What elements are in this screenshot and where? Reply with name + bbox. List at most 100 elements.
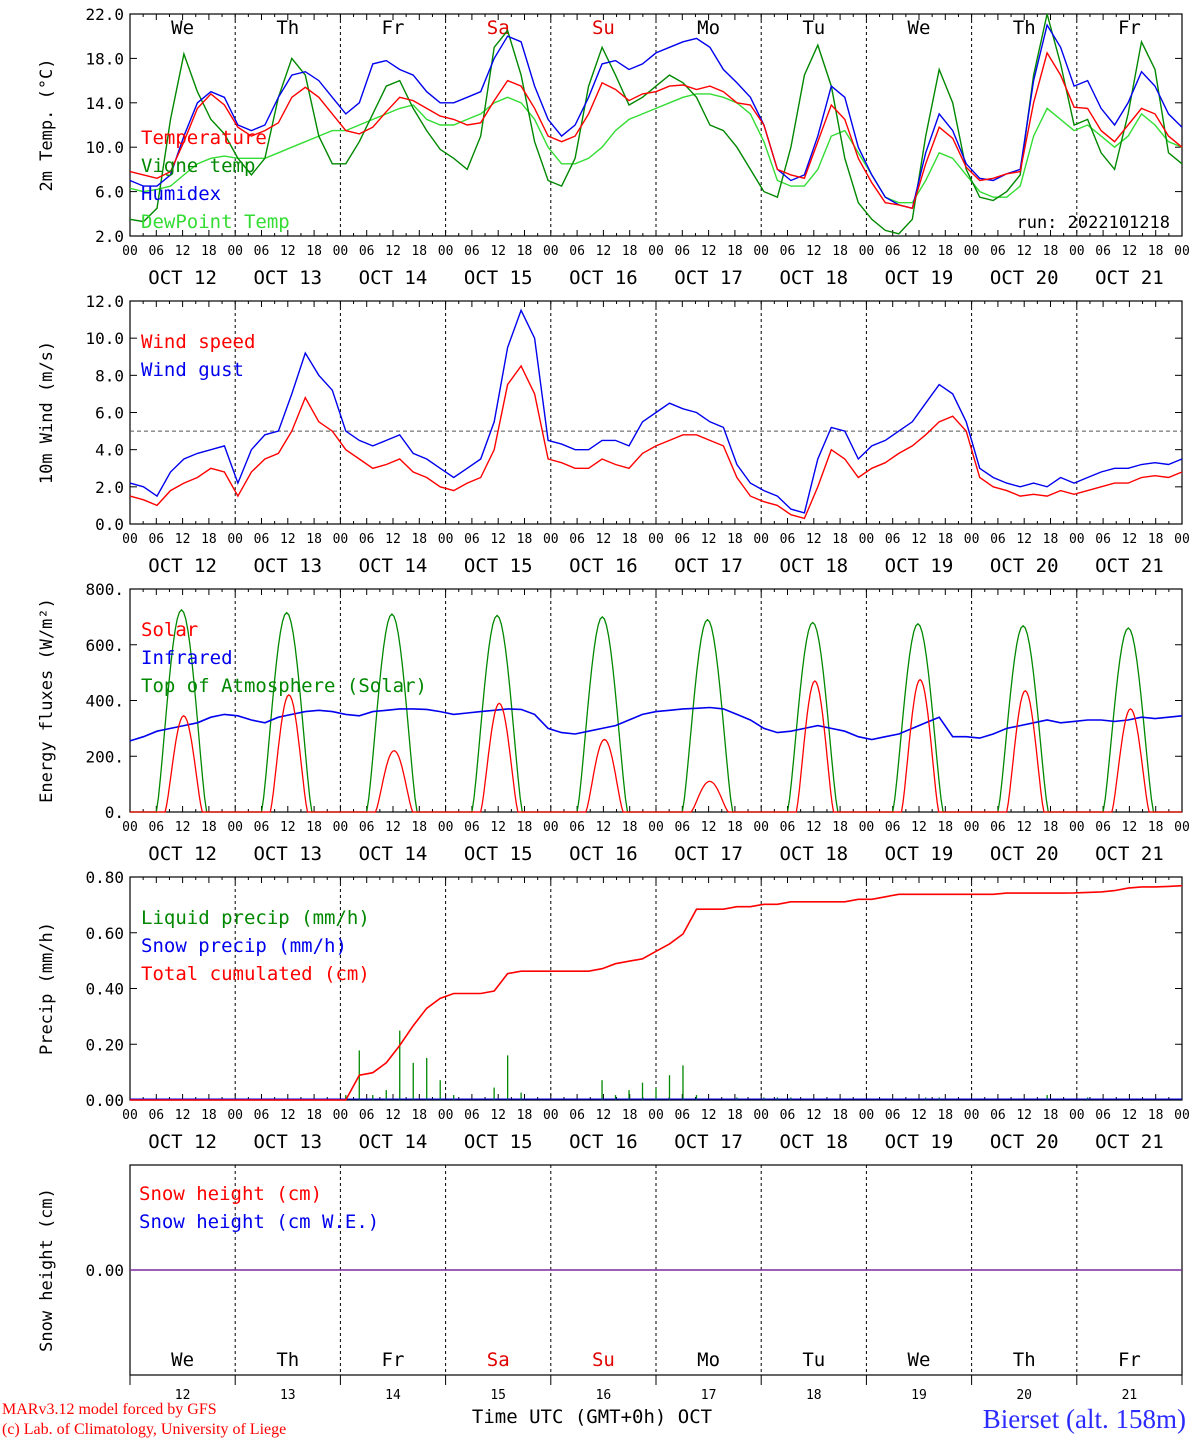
day-number: 17: [701, 1388, 717, 1403]
hour-label: 12: [701, 244, 717, 259]
date-label: OCT 12: [148, 843, 217, 865]
hour-label: 18: [727, 244, 743, 259]
hour-label: 00: [438, 244, 454, 259]
date-label: OCT 21: [1095, 843, 1164, 865]
hour-label: 00: [543, 532, 559, 547]
hour-label: 12: [490, 532, 506, 547]
date-label: OCT 14: [359, 267, 428, 289]
y-tick-label: 0.0: [95, 515, 124, 534]
hour-label: 00: [227, 820, 243, 835]
y-tick-label: 0.00: [85, 1261, 124, 1280]
y-tick-label: 0.20: [85, 1035, 124, 1054]
energy-series: Solar Infrared Top of Atmosphere (Solar): [129, 608, 1183, 813]
legend-entry: Wind gust: [141, 359, 244, 381]
hour-label: 00: [543, 1108, 559, 1123]
hour-label: 00: [648, 820, 664, 835]
hour-label: 18: [937, 532, 953, 547]
day-number: 14: [385, 1388, 401, 1403]
hour-label: 18: [832, 820, 848, 835]
hour-label: 06: [885, 244, 901, 259]
hour-label: 18: [832, 1108, 848, 1123]
hour-label: 18: [1148, 1108, 1164, 1123]
hour-label: 12: [490, 820, 506, 835]
hour-label: 06: [885, 820, 901, 835]
date-label: OCT 16: [569, 1131, 638, 1153]
hour-label: 00: [859, 1108, 875, 1123]
hour-label: 00: [859, 820, 875, 835]
legend-entry: DewPoint Temp: [141, 211, 290, 233]
hour-label: 06: [254, 532, 270, 547]
weekday-label: We: [171, 1349, 194, 1371]
day-number: 15: [490, 1388, 506, 1403]
hour-label: 00: [122, 532, 138, 547]
hour-label: 18: [201, 244, 217, 259]
hour-label: 18: [201, 820, 217, 835]
hour-label: 12: [1122, 1108, 1138, 1123]
hour-label: 12: [596, 1108, 612, 1123]
weekday-label: Tu: [802, 17, 825, 39]
hour-label: 12: [1122, 244, 1138, 259]
hour-label: 06: [359, 244, 375, 259]
date-label: OCT 20: [990, 555, 1059, 577]
date-label: OCT 17: [674, 555, 743, 577]
hour-label: 18: [622, 820, 638, 835]
weekday-label: Fr: [382, 17, 405, 39]
hour-label: 00: [648, 244, 664, 259]
hour-label: 00: [753, 820, 769, 835]
weekday-label: Fr: [1118, 1349, 1141, 1371]
hour-label: 18: [517, 244, 533, 259]
legend-entry: Top of Atmosphere (Solar): [141, 675, 427, 697]
date-label: OCT 17: [674, 843, 743, 865]
y-axis-label: 10m Wind (m/s): [37, 341, 57, 484]
weekday-label: Th: [276, 17, 299, 39]
date-label: OCT 13: [253, 555, 322, 577]
series-line-infrared: [129, 706, 1183, 742]
y-tick-label: 18.0: [85, 49, 124, 68]
hour-label: 00: [1174, 820, 1190, 835]
hour-label: 12: [701, 820, 717, 835]
y-tick-label: 2.0: [95, 478, 124, 497]
hour-label: 06: [254, 820, 270, 835]
hour-label: 06: [780, 532, 796, 547]
day-number: 18: [806, 1388, 822, 1403]
y-tick-label: 22.0: [85, 5, 124, 24]
hour-label: 00: [333, 244, 349, 259]
date-label: OCT 13: [253, 843, 322, 865]
day-number: 19: [911, 1388, 927, 1403]
series-line-wind-gust: [129, 308, 1183, 514]
hour-label: 18: [201, 1108, 217, 1123]
legend-entry: Humidex: [141, 183, 221, 205]
hour-label: 18: [306, 532, 322, 547]
hour-label: 18: [937, 1108, 953, 1123]
footer: MARv3.12 model forced by GFS (c) Lab. of …: [2, 1401, 1186, 1438]
y-tick-label: 10.0: [85, 329, 124, 348]
temperature-series: We Th Fr Sa Su Mo Tu We Th Fr Temperature Vigne tem…: [129, 13, 1183, 235]
y-tick-label: 10.0: [85, 138, 124, 157]
hour-label: 06: [569, 1108, 585, 1123]
hour-label: 00: [543, 820, 559, 835]
date-label: OCT 12: [148, 1131, 217, 1153]
y-tick-label: 6.0: [95, 404, 124, 423]
date-label: OCT 20: [990, 1131, 1059, 1153]
hour-label: 00: [1174, 244, 1190, 259]
hour-label: 12: [385, 244, 401, 259]
hour-label: 12: [385, 820, 401, 835]
y-axis-label: Energy fluxes (W/m²): [37, 598, 57, 803]
weekday-label: We: [908, 1349, 931, 1371]
day-number: 13: [280, 1388, 296, 1403]
y-axis-label: 2m Temp. (°C): [37, 58, 57, 191]
hour-label: 06: [1095, 820, 1111, 835]
hour-label: 12: [175, 532, 191, 547]
hour-label: 12: [1122, 820, 1138, 835]
legend-entry: Solar: [141, 619, 198, 641]
hour-label: 18: [1043, 1108, 1059, 1123]
date-label: OCT 12: [148, 555, 217, 577]
y-tick-label: 0.80: [85, 868, 124, 887]
date-label: OCT 17: [674, 1131, 743, 1153]
date-label: OCT 15: [464, 843, 533, 865]
hour-label: 06: [464, 1108, 480, 1123]
hour-label: 12: [1016, 244, 1032, 259]
date-label: OCT 15: [464, 555, 533, 577]
hour-label: 00: [1069, 532, 1085, 547]
